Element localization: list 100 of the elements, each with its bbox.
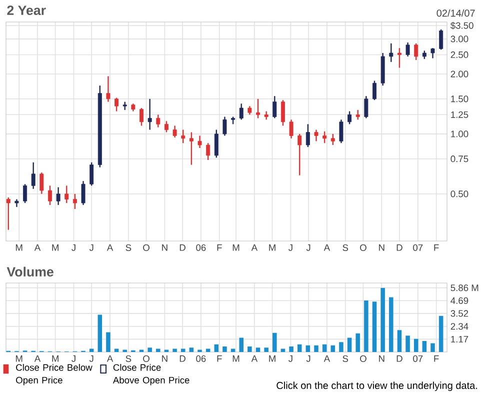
bar: [389, 297, 394, 352]
bar: [339, 342, 344, 352]
candlestick: [31, 162, 36, 190]
candlestick: [406, 42, 410, 57]
x-tick-label: F: [217, 355, 222, 362]
x-tick-label: J: [72, 355, 76, 362]
candlestick: [397, 47, 402, 68]
x-tick-label: M: [232, 355, 240, 362]
x-tick-label: A: [106, 355, 114, 362]
y-tick-label: 3.52: [450, 310, 468, 317]
candlestick: [289, 118, 294, 139]
y-tick-label: $3.50: [450, 22, 474, 30]
x-tick-label: A: [251, 355, 258, 362]
bar: [322, 344, 327, 352]
candlestick: [298, 133, 302, 176]
bar: [98, 314, 102, 352]
x-tick-label: F: [434, 355, 439, 362]
bar: [156, 348, 160, 352]
bar: [414, 338, 418, 352]
x-tick-label: O: [360, 355, 366, 362]
x-tick-label: M: [16, 244, 22, 251]
x-tick-label: J: [306, 244, 310, 251]
candlestick: [206, 142, 210, 160]
candlestick: [439, 28, 444, 50]
y-tick-label: 1.25: [451, 111, 468, 118]
bar: [314, 345, 318, 352]
text: Click on the chart to view the underlying data.: [276, 381, 478, 391]
x-tick-label: D: [180, 244, 186, 251]
x-tick-label: J: [89, 244, 94, 251]
x-tick-label: M: [232, 244, 240, 251]
x-tick-label: A: [34, 244, 41, 251]
y-tick-label: 2.00: [450, 70, 468, 78]
y-tick-label: 2.50: [450, 51, 468, 58]
bar: [248, 346, 252, 352]
candlestick: [389, 42, 394, 62]
candlestick: [239, 102, 244, 120]
bar: [272, 332, 277, 352]
x-tick-label: M: [52, 355, 58, 362]
candlestick: [414, 42, 418, 60]
x-tick-label: S: [342, 244, 348, 251]
y-tick-label: 5.86 M: [450, 284, 478, 291]
candlestick: [330, 133, 335, 146]
bar: [222, 346, 227, 352]
y-tick-label: 1.17: [451, 336, 468, 342]
bar: [264, 347, 268, 352]
x-tick-label: N: [379, 244, 384, 251]
legend-label: Close Price Above Open Price: [112, 364, 190, 386]
candlestick: [430, 47, 435, 59]
candlestick: [348, 110, 352, 125]
bar: [306, 345, 310, 352]
candlestick: [356, 109, 360, 120]
y-tick-label: 0.50: [450, 190, 468, 197]
x-tick-label: S: [126, 244, 132, 251]
bar: [239, 338, 244, 352]
x-tick-label: D: [396, 355, 402, 362]
bar: [214, 344, 219, 352]
candlestick: [339, 118, 344, 144]
candlestick: [56, 186, 60, 206]
x-tick-label: J: [306, 355, 310, 362]
x-tick-label: O: [143, 355, 150, 362]
candlestick: [189, 131, 194, 166]
x-tick-label: J: [288, 355, 292, 362]
candlestick: [23, 183, 28, 204]
candlestick: [81, 180, 86, 206]
bar: [438, 316, 444, 352]
x-tick-label: M: [269, 244, 276, 251]
x-tick-label: 06: [196, 355, 206, 362]
candlestick: [364, 95, 368, 119]
candlestick: [106, 75, 110, 102]
bar: [230, 348, 236, 352]
x-tick-label: A: [324, 244, 330, 251]
x-tick-label: 07: [413, 244, 423, 251]
x-tick-label: J: [288, 244, 292, 251]
candlestick: [140, 107, 144, 126]
x-tick-label: J: [89, 355, 94, 362]
candlestick: [172, 124, 177, 138]
candlestick: [90, 162, 94, 186]
x-tick-label: O: [143, 244, 150, 251]
x-tick-label: O: [360, 244, 366, 251]
candlestick: [48, 184, 52, 206]
text: 02/14/07: [436, 9, 475, 16]
x-tick-label: A: [251, 244, 258, 251]
x-tick-label: A: [34, 355, 41, 362]
x-tick-label: N: [379, 355, 384, 362]
bar: [364, 300, 368, 352]
x-tick-label: 06: [196, 244, 206, 251]
x-tick-label: N: [162, 355, 168, 362]
candlestick: [222, 116, 227, 136]
legend-label: Close Price Below Open Price: [16, 364, 92, 386]
bar: [180, 348, 186, 352]
candlestick: [272, 95, 277, 119]
candlestick: [372, 80, 376, 100]
y-tick-label: 1.00: [451, 130, 468, 138]
bar: [356, 333, 360, 352]
candlestick: [148, 98, 152, 130]
x-tick-label: F: [217, 244, 222, 251]
x-tick-label: S: [126, 355, 132, 362]
bar: [280, 348, 286, 352]
x-tick-label: 07: [413, 355, 423, 362]
candlestick: [40, 172, 44, 194]
